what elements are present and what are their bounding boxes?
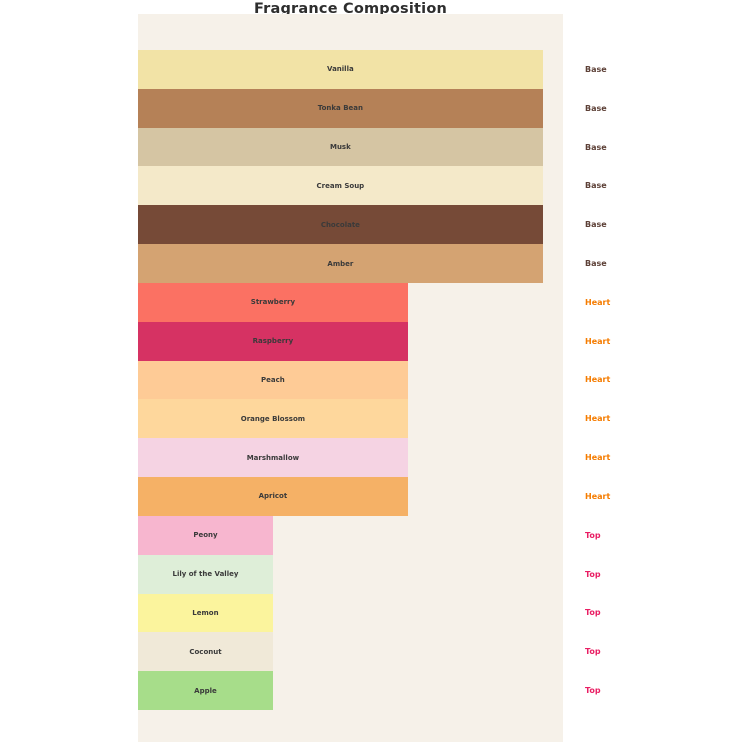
bar-label: Strawberry: [250, 298, 296, 307]
bar-label: Apricot: [258, 492, 288, 501]
category-label: Base: [585, 181, 607, 191]
bar-tonka-bean: Tonka Bean: [138, 88, 543, 128]
bar-row: Tonka Bean: [138, 88, 563, 128]
category-label: Heart: [585, 375, 611, 385]
bar-label: Peony: [193, 531, 218, 540]
category-label: Base: [585, 220, 607, 230]
bar-row: Lemon: [138, 593, 563, 633]
category-label: Top: [585, 530, 601, 540]
bar-strawberry: Strawberry: [138, 282, 408, 322]
bar-label: Lemon: [192, 608, 219, 617]
bar-marshmallow: Marshmallow: [138, 438, 408, 478]
bar-label: Vanilla: [327, 65, 354, 74]
bar-row: Apple: [138, 671, 563, 710]
category-label: Heart: [585, 414, 611, 424]
bar-row: Strawberry: [138, 282, 563, 322]
bar-row: Marshmallow: [138, 438, 563, 478]
bar-row: Peony: [138, 515, 563, 555]
bar-label: Lily of the Valley: [172, 570, 239, 579]
bar-row: Amber: [138, 244, 563, 283]
bar-lemon: Lemon: [138, 593, 273, 633]
bar-vanilla: Vanilla: [138, 50, 543, 89]
bar-row: Vanilla: [138, 50, 563, 89]
bar-row: Coconut: [138, 632, 563, 672]
bar-label: Cream Soup: [316, 181, 365, 190]
bar-peony: Peony: [138, 515, 273, 555]
bar-row: Raspberry: [138, 321, 563, 361]
bar-cream-soup: Cream Soup: [138, 166, 543, 206]
bar-apple: Apple: [138, 671, 273, 710]
bar-label: Orange Blossom: [240, 414, 306, 423]
bar-label: Marshmallow: [246, 453, 300, 462]
category-label: Base: [585, 64, 607, 74]
bar-amber: Amber: [138, 244, 543, 283]
category-label: Top: [585, 569, 601, 579]
category-label: Base: [585, 103, 607, 113]
plot-area: Vanilla Base Tonka Bean Base Musk Base Cream S…: [138, 14, 610, 742]
bar-coconut: Coconut: [138, 632, 273, 672]
bar-row: Musk: [138, 127, 563, 167]
bar-label: Peach: [261, 375, 285, 384]
bar-musk: Musk: [138, 127, 543, 167]
bar-orange-blossom: Orange Blossom: [138, 399, 408, 439]
bar-label: Raspberry: [252, 337, 294, 346]
bar-label: Chocolate: [320, 220, 360, 229]
bar-label: Amber: [327, 259, 354, 268]
bar-lily-of-the-valley: Lily of the Valley: [138, 554, 273, 594]
category-label: Top: [585, 647, 601, 657]
bar-row: Chocolate: [138, 205, 563, 245]
category-label: Top: [585, 608, 601, 618]
category-label: Heart: [585, 297, 611, 307]
bar-label: Musk: [329, 143, 351, 152]
bar-row: Orange Blossom: [138, 399, 563, 439]
bar-row: Apricot: [138, 477, 563, 516]
category-label: Top: [585, 686, 601, 696]
bar-peach: Peach: [138, 360, 408, 400]
category-label: Base: [585, 259, 607, 269]
bar-label: Tonka Bean: [317, 104, 363, 113]
bar-apricot: Apricot: [138, 477, 408, 516]
bar-label: Apple: [194, 686, 217, 695]
category-label: Heart: [585, 491, 611, 501]
category-label: Heart: [585, 453, 611, 463]
chart-title: Fragrance Composition: [253, 1, 448, 17]
category-label: Base: [585, 142, 607, 152]
bar-row: Peach: [138, 360, 563, 400]
bar-row: Lily of the Valley: [138, 554, 563, 594]
bar-label: Coconut: [189, 647, 222, 656]
bar-chocolate: Chocolate: [138, 205, 543, 245]
category-label: Heart: [585, 336, 611, 346]
bar-raspberry: Raspberry: [138, 321, 408, 361]
bar-row: Cream Soup: [138, 166, 563, 206]
